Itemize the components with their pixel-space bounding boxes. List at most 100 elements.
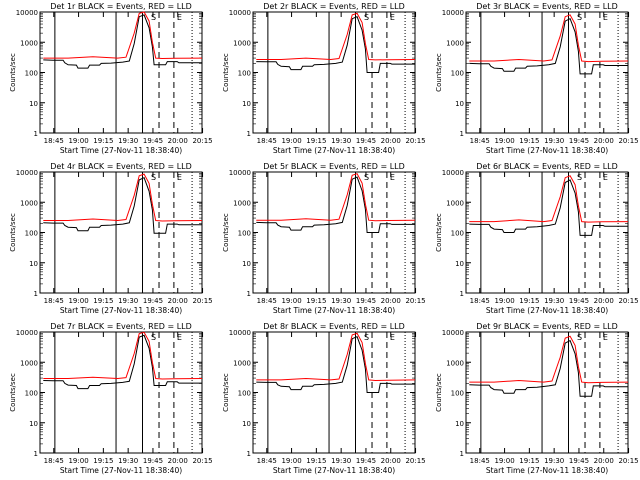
panel-title: Det 6r BLACK = Events, RED = LLD [476, 162, 618, 171]
y-tick-label: 1000 [446, 39, 464, 47]
x-axis-label: Start Time (27-Nov-11 18:38:40) [486, 466, 608, 475]
series-lld [469, 175, 629, 223]
x-tick-label: 19:30 [544, 137, 564, 145]
x-tick-label: 19:45 [143, 137, 163, 145]
x-tick-label: 18:45 [257, 297, 277, 305]
y-tick-label: 10000 [442, 329, 464, 337]
series-events [43, 334, 202, 390]
x-axis-label: Start Time (27-Nov-11 18:38:40) [60, 146, 182, 155]
end-mark: E [177, 333, 182, 342]
panel-title: Det 9r BLACK = Events, RED = LLD [476, 322, 618, 331]
x-axis-label: Start Time (27-Nov-11 18:38:40) [273, 466, 395, 475]
x-tick-label: 20:15 [192, 297, 212, 305]
x-tick-label: 19:45 [356, 457, 376, 465]
x-tick-label: 20:00 [381, 457, 401, 465]
series-lld [256, 332, 416, 382]
series-events [43, 14, 202, 69]
x-tick-label: 20:15 [618, 297, 638, 305]
x-tick-label: 19:15 [519, 457, 539, 465]
series-events [256, 16, 415, 73]
panel-title: Det 4r BLACK = Events, RED = LLD [50, 162, 192, 171]
panel-title: Det 3r BLACK = Events, RED = LLD [476, 2, 618, 11]
x-tick-label: 18:45 [44, 457, 64, 465]
y-tick-label: 10000 [16, 329, 38, 337]
x-tick-label: 20:15 [618, 137, 638, 145]
y-tick-label: 1000 [20, 39, 38, 47]
x-tick-label: 18:45 [470, 137, 490, 145]
x-tick-label: 19:45 [143, 297, 163, 305]
series-events [469, 339, 628, 397]
series-lld [469, 335, 629, 384]
series-lld [256, 173, 416, 222]
y-tick-label: 1 [247, 290, 251, 298]
x-tick-label: 19:00 [68, 297, 88, 305]
panel-title: Det 7r BLACK = Events, RED = LLD [50, 322, 192, 331]
end-mark: E [603, 333, 608, 342]
x-tick-label: 20:00 [168, 137, 188, 145]
y-tick-label: 1 [34, 450, 38, 458]
x-axis-label: Start Time (27-Nov-11 18:38:40) [60, 306, 182, 315]
x-tick-label: 19:00 [281, 457, 301, 465]
y-axis-label: Counts/sec [435, 53, 443, 92]
y-axis-label: Counts/sec [222, 373, 230, 412]
x-axis-label: Start Time (27-Nov-11 18:38:40) [486, 146, 608, 155]
end-mark: E [390, 13, 395, 22]
x-tick-label: 19:45 [569, 457, 589, 465]
x-tick-label: 19:30 [331, 457, 351, 465]
panel-det-4: Det 4r BLACK = Events, RED = LLD 1 10 100 10… [9, 162, 213, 315]
x-tick-label: 18:45 [470, 457, 490, 465]
panel-det-5: Det 5r BLACK = Events, RED = LLD 1 10 100 10… [222, 162, 426, 315]
y-axis-label: Counts/sec [9, 213, 17, 252]
panel-det-2: Det 2r BLACK = Events, RED = LLD 1 10 100 10… [222, 2, 426, 155]
y-tick-label: 1000 [446, 359, 464, 367]
x-axis-label: Start Time (27-Nov-11 18:38:40) [273, 146, 395, 155]
y-tick-label: 10 [455, 260, 464, 268]
start-mark: S [577, 333, 582, 342]
panel-title: Det 8r BLACK = Events, RED = LLD [263, 322, 405, 331]
series-lld [256, 12, 416, 61]
y-axis-label: Counts/sec [435, 373, 443, 412]
y-tick-label: 100 [451, 390, 464, 398]
x-tick-label: 19:15 [93, 457, 113, 465]
y-tick-label: 1 [460, 130, 464, 138]
y-tick-label: 100 [238, 70, 251, 78]
x-tick-label: 19:00 [68, 137, 88, 145]
y-tick-label: 10 [242, 100, 251, 108]
y-tick-label: 1 [247, 450, 251, 458]
series-lld [43, 11, 203, 60]
panel-frame [252, 171, 416, 294]
panel-frame [465, 11, 629, 134]
panel-frame [465, 171, 629, 294]
x-tick-label: 20:00 [168, 457, 188, 465]
panel-det-7: Det 7r BLACK = Events, RED = LLD 1 10 100 10… [9, 322, 213, 475]
x-tick-label: 20:00 [168, 297, 188, 305]
x-tick-label: 19:00 [281, 297, 301, 305]
end-mark: E [390, 173, 395, 182]
x-tick-label: 20:15 [192, 137, 212, 145]
y-axis-label: Counts/sec [9, 53, 17, 92]
x-tick-label: 19:15 [519, 137, 539, 145]
series-events [469, 179, 628, 236]
series-events [256, 336, 415, 393]
x-tick-label: 19:00 [494, 457, 514, 465]
panel-title: Det 1r BLACK = Events, RED = LLD [50, 2, 192, 11]
panel-frame [39, 11, 203, 134]
x-tick-label: 20:15 [192, 457, 212, 465]
y-tick-label: 1000 [233, 39, 251, 47]
x-tick-label: 20:15 [405, 457, 425, 465]
x-tick-label: 19:30 [118, 137, 138, 145]
y-tick-label: 10000 [442, 169, 464, 177]
x-tick-label: 19:30 [544, 297, 564, 305]
y-tick-label: 100 [451, 230, 464, 238]
x-tick-label: 18:45 [44, 297, 64, 305]
x-tick-label: 19:15 [306, 457, 326, 465]
x-tick-label: 19:45 [143, 457, 163, 465]
x-tick-label: 19:30 [331, 297, 351, 305]
x-tick-label: 19:15 [93, 297, 113, 305]
y-tick-label: 10000 [229, 9, 251, 17]
panel-frame [252, 11, 416, 134]
y-tick-label: 1000 [233, 359, 251, 367]
y-tick-label: 1000 [233, 199, 251, 207]
end-mark: E [177, 13, 182, 22]
x-tick-label: 18:45 [470, 297, 490, 305]
